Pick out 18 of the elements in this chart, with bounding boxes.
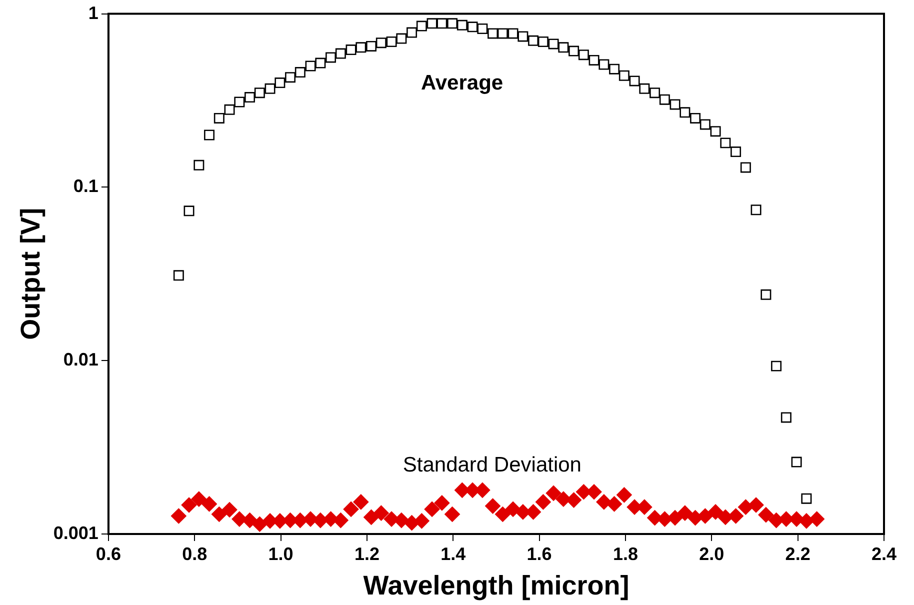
- x-axis-title: Wavelength [micron]: [363, 570, 630, 600]
- y-tick-label: 1: [88, 2, 98, 23]
- y-tick-label: 0.001: [53, 522, 98, 543]
- y-tick-label: 0.1: [73, 176, 98, 196]
- x-tick-label: 2.2: [785, 544, 810, 564]
- x-tick-label: 0.6: [96, 544, 121, 564]
- x-tick-label: 1.8: [612, 544, 638, 564]
- series-label: Average: [420, 72, 504, 95]
- y-tick-label: 0.01: [63, 350, 98, 370]
- y-axis-title: Output [V]: [16, 208, 46, 340]
- x-tick-label: 1.6: [526, 544, 552, 564]
- x-tick-label: 1.4: [440, 544, 466, 564]
- x-tick-label: 1.2: [354, 544, 380, 564]
- x-tick-label: 2.4: [871, 544, 897, 564]
- x-tick-label: 0.8: [182, 544, 208, 564]
- x-tick-label: 1.0: [268, 544, 294, 564]
- series-label: Standard Deviation: [402, 453, 582, 476]
- x-tick-label: 2.0: [699, 544, 724, 564]
